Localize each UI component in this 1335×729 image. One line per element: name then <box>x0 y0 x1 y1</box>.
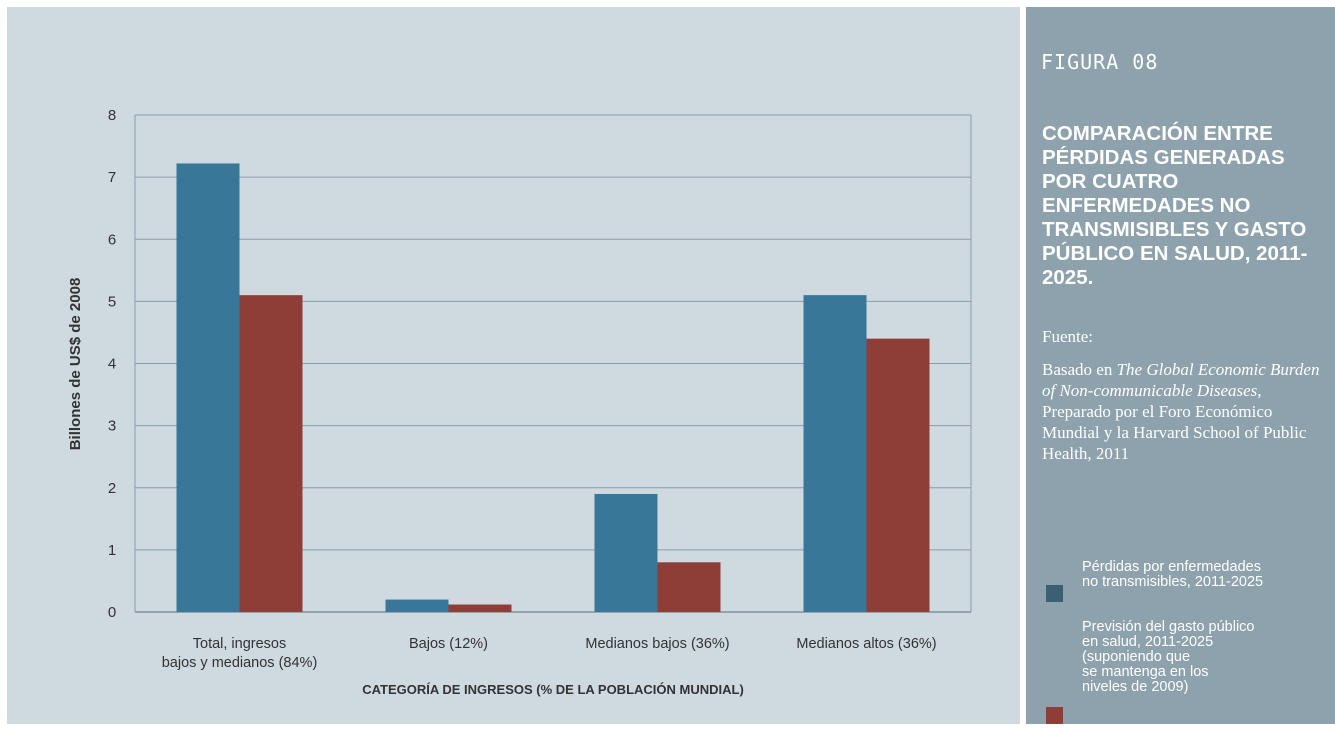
y-tick-label: 5 <box>108 293 116 310</box>
y-tick-label: 1 <box>108 542 116 559</box>
legend-line: niveles de 2009) <box>1082 679 1189 695</box>
source-label: Fuente: <box>1042 327 1093 346</box>
source-work-title: The Global Economic Burden of Non-commun… <box>1042 360 1320 400</box>
y-tick-label: 2 <box>108 480 116 497</box>
legend-swatch <box>1046 707 1063 724</box>
y-tick-label: 3 <box>108 418 116 435</box>
x-axis-title: CATEGORÍA DE INGRESOS (% DE LA POBLACIÓN… <box>362 682 744 697</box>
legend-text: Previsión del gasto público en salud, 20… <box>1082 620 1322 695</box>
bar <box>239 295 303 612</box>
y-tick-label: 4 <box>108 356 116 373</box>
x-tick-label: Medianos altos (36%) <box>796 636 936 652</box>
bar <box>866 338 930 612</box>
source-intro: Basado en <box>1042 360 1117 379</box>
legend-line: no transmisibles, 2011-2025 <box>1082 574 1264 590</box>
x-tick-label: Total, ingresos <box>193 636 287 652</box>
source-rest: Preparado por el Foro Económico Mundial … <box>1042 402 1307 463</box>
bar <box>176 163 240 612</box>
figure-label: FIGURA 08 <box>1041 50 1159 74</box>
y-tick-label: 0 <box>108 604 116 621</box>
x-tick-label: Bajos (12%) <box>409 636 488 652</box>
legend-line: se mantenga en los <box>1082 664 1209 680</box>
source-text: Basado en The Global Economic Burden of … <box>1042 359 1332 464</box>
x-tick-label: Medianos bajos (36%) <box>585 636 729 652</box>
y-axis-title: Billones de US$ de 2008 <box>67 278 84 451</box>
bar <box>385 599 449 612</box>
legend-text: Pérdidas por enfermedades no transmisibl… <box>1082 560 1322 590</box>
legend-swatch <box>1046 585 1063 602</box>
figure-title: COMPARACIÓN ENTRE PÉRDIDAS GENERADAS POR… <box>1042 122 1308 289</box>
y-tick-label: 8 <box>108 107 116 124</box>
legend-line: (suponiendo que <box>1082 649 1191 665</box>
bar <box>657 562 721 612</box>
y-tick-label: 6 <box>108 231 116 248</box>
side-panel: FIGURA 08 COMPARACIÓN ENTRE PÉRDIDAS GEN… <box>1026 7 1335 724</box>
y-tick-label: 7 <box>108 169 116 186</box>
bar <box>594 493 658 612</box>
legend-line: Previsión del gasto público <box>1082 619 1255 635</box>
legend-line: Pérdidas por enfermedades <box>1082 559 1261 575</box>
bar-chart: 0 1 2 3 4 5 6 7 8 Total, ingresos bajos y medianos… <box>67 107 972 697</box>
chart-panel: 0 1 2 3 4 5 6 7 8 Total, ingresos bajos y medianos… <box>7 7 1020 724</box>
x-tick-label: bajos y medianos (84%) <box>162 655 318 671</box>
bar <box>803 295 867 612</box>
bar <box>448 604 512 612</box>
legend-line: en salud, 2011-2025 <box>1082 634 1214 650</box>
